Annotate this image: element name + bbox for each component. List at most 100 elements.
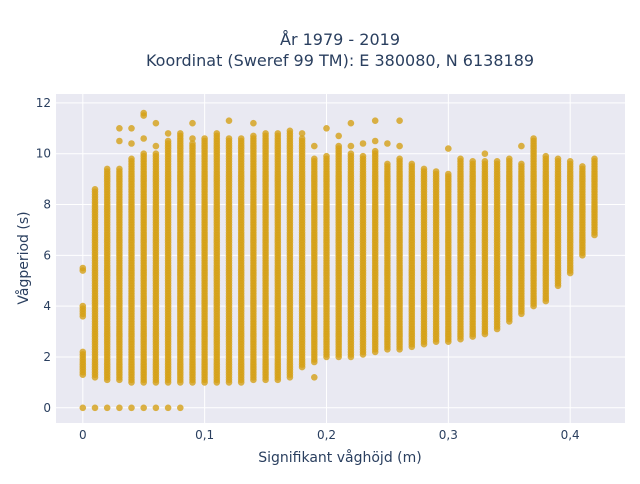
scatter-point xyxy=(323,152,330,160)
scatter-point xyxy=(225,135,233,142)
scatter-point xyxy=(506,155,513,163)
scatter-point xyxy=(116,125,123,132)
scatter-point xyxy=(237,135,245,142)
scatter-point xyxy=(457,155,464,163)
scatter-point xyxy=(164,404,172,412)
scatter-point xyxy=(201,135,208,142)
scatter-point xyxy=(384,160,391,168)
scatter-point xyxy=(311,374,318,381)
scatter-point xyxy=(116,137,123,145)
scatter-point xyxy=(432,168,440,175)
scatter-point xyxy=(493,158,501,165)
scatter-point xyxy=(445,145,452,152)
scatter-point xyxy=(566,158,574,165)
y-axis-label: Vågperiod (s) xyxy=(15,211,32,304)
scatter-point xyxy=(79,264,87,272)
scatter-point xyxy=(311,142,318,150)
chart-title-line-1: År 1979 - 2019 xyxy=(280,30,400,49)
scatter-point xyxy=(250,119,257,127)
scatter-point xyxy=(189,140,196,147)
x-axis-label: Signifikant våghöjd (m) xyxy=(258,449,421,466)
scatter-point xyxy=(323,125,330,132)
chart-title-line-2: Koordinat (Sweref 99 TM): E 380080, N 61… xyxy=(146,51,534,70)
x-tick-label: 0,3 xyxy=(439,428,458,442)
y-tick-label: 10 xyxy=(36,147,51,161)
scatter-point xyxy=(91,404,99,412)
scatter-point xyxy=(189,119,196,127)
scatter-point xyxy=(189,135,196,142)
scatter-point xyxy=(262,130,269,137)
scatter-point xyxy=(79,348,87,356)
y-tick-label: 6 xyxy=(43,248,51,262)
scatter-point xyxy=(445,170,452,178)
scatter-point xyxy=(103,404,111,412)
scatter-point xyxy=(335,132,343,140)
scatter-point xyxy=(408,160,416,168)
scatter-point xyxy=(298,135,306,142)
scatter-point xyxy=(140,109,147,117)
data-points xyxy=(79,109,598,412)
scatter-point xyxy=(250,132,257,140)
x-tick-label: 0 xyxy=(79,428,87,442)
scatter-point xyxy=(225,117,233,124)
scatter-point xyxy=(177,404,184,412)
scatter-point xyxy=(335,142,343,150)
x-tick-label: 0,2 xyxy=(317,428,336,442)
scatter-point xyxy=(396,155,403,163)
scatter-point xyxy=(152,142,160,150)
scatter-point xyxy=(116,165,123,173)
y-tick-label: 4 xyxy=(43,299,51,313)
scatter-point xyxy=(164,130,172,137)
scatter-point xyxy=(79,404,87,412)
y-tick-label: 0 xyxy=(43,401,51,415)
x-tick-label: 0,1 xyxy=(195,428,214,442)
x-tick-label: 0,4 xyxy=(561,428,580,442)
scatter-point xyxy=(347,119,355,127)
scatter-point xyxy=(371,137,379,145)
scatter-point xyxy=(152,119,160,127)
scatter-point xyxy=(140,150,147,157)
scatter-point xyxy=(103,165,111,173)
y-tick-label: 2 xyxy=(43,350,51,364)
scatter-point xyxy=(177,130,184,137)
scatter-point xyxy=(359,140,367,147)
scatter-point xyxy=(286,127,294,135)
scatter-point xyxy=(591,155,598,163)
y-tick-label: 12 xyxy=(36,96,51,110)
scatter-point xyxy=(128,155,135,163)
scatter-point xyxy=(79,302,87,310)
tick-labels: 0 0,1 0,2 0,3 0,4 0 2 4 6 8 10 12 xyxy=(36,96,580,442)
scatter-point xyxy=(152,150,160,157)
scatter-point xyxy=(518,142,525,150)
scatter-point xyxy=(530,135,537,142)
scatter-point xyxy=(164,137,172,145)
scatter-point xyxy=(542,152,550,160)
scatter-point xyxy=(481,150,489,157)
scatter-point xyxy=(347,150,355,157)
scatter-point xyxy=(347,142,355,150)
scatter-point xyxy=(579,163,586,170)
scatter-point xyxy=(384,140,391,147)
scatter-point xyxy=(359,152,367,160)
scatter-point xyxy=(298,130,306,137)
scatter-point xyxy=(140,404,147,412)
scatter-point xyxy=(116,404,123,412)
scatter-point xyxy=(128,404,135,412)
scatter-point xyxy=(371,117,379,124)
y-tick-label: 8 xyxy=(43,198,51,212)
scatter-point xyxy=(481,158,489,165)
scatter-point xyxy=(274,130,282,137)
scatter-point xyxy=(371,147,379,155)
scatter-point xyxy=(396,142,403,150)
scatter-point xyxy=(91,186,99,193)
scatter-point xyxy=(554,155,562,163)
scatter-point xyxy=(152,404,160,412)
scatter-point xyxy=(128,125,135,132)
scatter-point xyxy=(128,140,135,147)
scatter-point xyxy=(469,158,477,165)
scatter-point xyxy=(140,135,147,142)
scatter-point xyxy=(311,155,318,163)
scatter-point xyxy=(396,117,403,124)
